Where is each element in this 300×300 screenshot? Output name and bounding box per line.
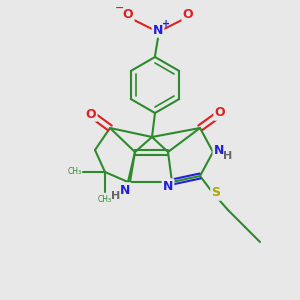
Text: N: N: [214, 143, 224, 157]
Text: S: S: [212, 187, 220, 200]
Text: N: N: [120, 184, 130, 196]
Text: CH₃: CH₃: [98, 196, 112, 205]
Text: O: O: [183, 8, 193, 22]
Text: N: N: [163, 179, 173, 193]
Text: O: O: [215, 106, 225, 119]
Text: H: H: [224, 151, 232, 161]
Text: O: O: [86, 107, 96, 121]
Text: H: H: [111, 191, 121, 201]
Text: +: +: [162, 19, 170, 29]
Text: CH₃: CH₃: [68, 167, 82, 176]
Text: O: O: [123, 8, 133, 22]
Text: −: −: [115, 3, 125, 13]
Text: N: N: [153, 23, 163, 37]
